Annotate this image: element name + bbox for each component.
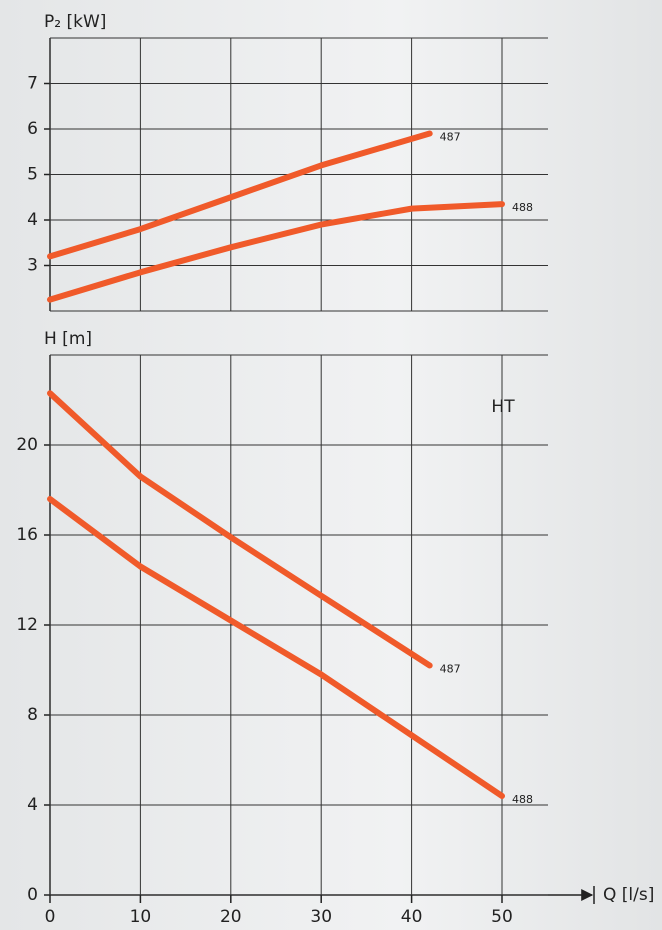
series-label: 487 xyxy=(440,663,461,676)
series-label: 488 xyxy=(512,201,533,214)
y-tick-label: 7 xyxy=(27,74,38,94)
curve xyxy=(47,496,505,799)
curve xyxy=(47,130,433,260)
y-tick-label: 16 xyxy=(16,525,38,545)
y-tick-label: 8 xyxy=(27,705,38,725)
curve xyxy=(47,201,505,303)
x-tick-label: 20 xyxy=(220,907,242,927)
y-tick-label: 0 xyxy=(27,885,38,905)
x-tick-label: 40 xyxy=(401,907,423,927)
y-tick-label: 12 xyxy=(16,615,38,635)
y-tick-label: 3 xyxy=(27,256,38,276)
y-tick-label: 20 xyxy=(16,435,38,455)
y-tick-label: 4 xyxy=(27,210,38,230)
y-axis-title: P₂ [kW] xyxy=(44,12,106,32)
x-tick-label: 50 xyxy=(491,907,513,927)
series-label: 488 xyxy=(512,793,533,806)
y-tick-label: 5 xyxy=(27,165,38,185)
curve xyxy=(47,390,433,669)
y-axis-title: H [m] xyxy=(44,329,92,349)
x-tick-label: 0 xyxy=(45,907,56,927)
y-tick-label: 6 xyxy=(27,119,38,139)
x-tick-label: 30 xyxy=(310,907,332,927)
series-label: 487 xyxy=(440,131,461,144)
annotation: HT xyxy=(491,397,515,417)
x-tick-label: 10 xyxy=(130,907,152,927)
y-tick-label: 4 xyxy=(27,795,38,815)
x-axis-title: Q [l/s] xyxy=(603,885,654,905)
